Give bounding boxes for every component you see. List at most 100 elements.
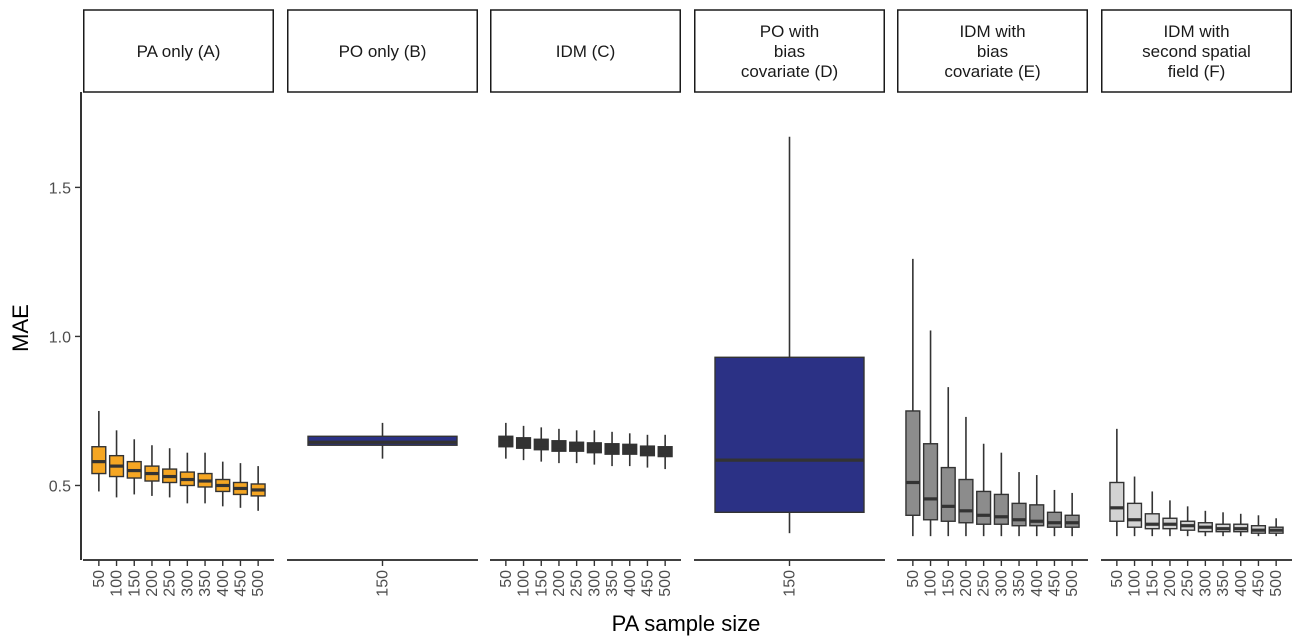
box [215,461,231,507]
box [958,416,974,537]
x-tick-label: 400 [1029,570,1046,597]
box [1268,518,1284,537]
facet-panel: 150 [694,136,885,597]
y-tick-label: 1.5 [49,180,71,197]
facet-panel: 50 100 150 200 250 300 350 400 450 500 [1101,428,1292,597]
y-tick-label: 0.5 [49,478,71,495]
box [1233,513,1249,537]
box [622,433,638,467]
box [1250,515,1267,537]
x-tick-label: 50 [1109,570,1126,588]
x-tick-label: 450 [232,570,249,597]
facet-strip-box [1101,9,1292,93]
x-tick-label: 50 [91,570,108,588]
facet-strip-label: PO only (B) [339,42,427,61]
x-tick-label: 300 [586,570,603,597]
y-axis: 0.5 1.0 1.5 [49,92,82,560]
x-tick-label: 200 [144,570,161,597]
x-tick-label: 200 [958,570,975,597]
box [250,466,266,511]
x-tick-label: 350 [1215,570,1232,597]
box-iqr [714,356,865,514]
x-tick-label: 500 [657,570,674,597]
facet-panels: 50 100 150 200 250 300 350 400 450 500 150 50 100 150… [83,136,1292,597]
box-iqr [1144,513,1160,530]
box-iqr [940,466,956,522]
x-axis-title: PA sample size [612,611,761,636]
x-tick-label: 400 [215,570,232,597]
box-iqr [1011,502,1027,527]
x-tick-label: 50 [905,570,922,588]
facet-strip: PO only (B) [287,9,478,93]
x-tick-label: 200 [1162,570,1179,597]
facet-strip: PA only (A) [83,9,274,93]
x-tick-label: 300 [1197,570,1214,597]
box [179,452,195,504]
facet-strip-label: PA only (A) [137,42,221,61]
box [144,445,160,496]
x-tick-label: 150 [126,570,143,597]
x-tick-label: 150 [533,570,550,597]
box [197,452,213,504]
box [1215,512,1231,537]
facet-strips: PA only (A) PO only (B) IDM (C) PO withbias… [83,9,1292,93]
x-tick-label: 150 [782,570,799,597]
box [307,422,458,459]
box [551,428,567,464]
facet-strip: IDM (C) [490,9,681,93]
facet-strip-box [897,9,1088,93]
x-tick-label: 150 [1144,570,1161,597]
facet-strip-label: field (F) [1168,62,1226,81]
box-iqr [1109,481,1125,522]
facet-strip-label: covariate (E) [944,62,1040,81]
x-tick-label: 400 [1233,570,1250,597]
x-tick-label: 150 [940,570,957,597]
facet-strip-label: IDM (C) [556,42,615,61]
box [1162,500,1178,537]
facet-strip-label: bias [977,42,1008,61]
box [498,422,514,459]
box [1109,428,1125,537]
box [91,410,107,492]
x-tick-label: 350 [1011,570,1028,597]
x-tick-label: 500 [250,570,267,597]
facet-strip-label: IDM with [1163,22,1229,41]
facet-strip-label: covariate (D) [741,62,838,81]
x-tick-label: 400 [622,570,639,597]
facet-panel: 50 100 150 200 250 300 350 400 450 500 [490,422,681,597]
facet-strip-box [694,9,885,93]
box-iqr [1126,502,1143,528]
box [905,258,921,537]
facet-panel: 50 100 150 200 250 300 350 400 450 500 [83,410,274,597]
x-tick-label: 100 [1127,570,1144,597]
facet-panel: 150 [287,422,478,597]
box [1029,475,1045,537]
facet-strip-label: IDM with [959,22,1025,41]
facet-strip-label: bias [774,42,805,61]
x-tick-label: 250 [569,570,586,597]
facet-strip-label: second spatial [1142,42,1251,61]
box [1126,476,1143,537]
facet-strip-box [287,9,478,93]
x-tick-label: 500 [1064,570,1081,597]
box [993,452,1009,537]
box-iqr [1046,511,1063,528]
box [108,430,125,498]
box [714,136,865,534]
x-tick-label: 300 [179,570,196,597]
box [533,427,549,462]
box-iqr [993,493,1009,525]
box [922,330,939,537]
box [1197,510,1213,537]
box [1144,491,1160,537]
box-iqr [905,410,921,516]
box [1011,472,1027,537]
facet-strip-box [83,9,274,93]
x-tick-label: 100 [109,570,126,597]
x-tick-label: 150 [375,570,392,597]
box [639,434,656,468]
